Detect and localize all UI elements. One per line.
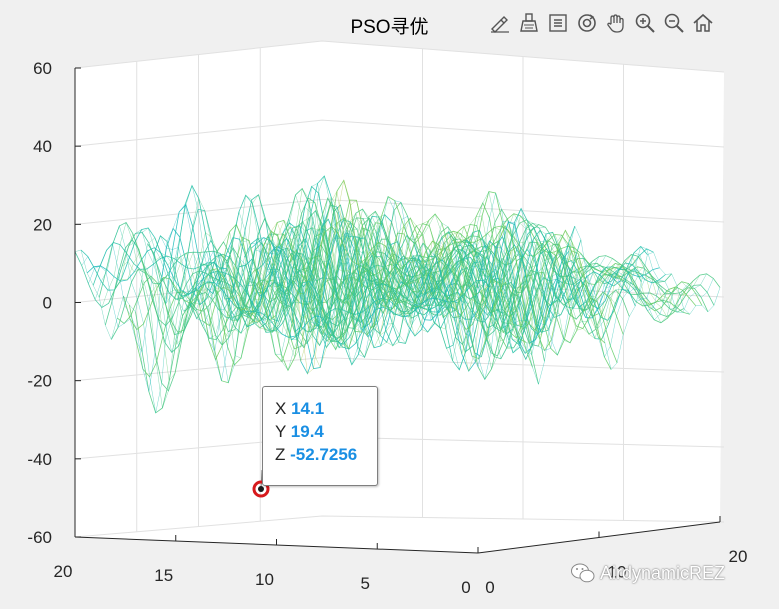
surface-mesh-line xyxy=(323,242,566,339)
surface-mesh-line xyxy=(309,229,553,320)
surface-mesh-line xyxy=(101,193,345,409)
surface-mesh-line xyxy=(390,236,633,363)
surface-mesh xyxy=(74,175,721,414)
surface-mesh-line xyxy=(356,220,600,352)
data-tip[interactable]: X 14.1 Y 19.4 Z -52.7256 xyxy=(262,386,378,486)
surface-mesh-line xyxy=(276,226,519,339)
z-tick-label: 0 xyxy=(43,294,52,313)
y-tick-label: 10 xyxy=(608,563,627,582)
surface-mesh-line xyxy=(189,204,432,349)
surface-mesh-line xyxy=(148,175,392,371)
data-cursor-icon[interactable] xyxy=(515,8,542,38)
surface-mesh-line xyxy=(88,203,331,392)
surface-mesh-line xyxy=(437,242,680,342)
surface-mesh-line xyxy=(168,208,412,336)
surface-mesh-line xyxy=(269,232,513,335)
z-tick-label: 40 xyxy=(33,137,52,156)
datatip-x-value: 14.1 xyxy=(291,399,325,418)
surface-mesh-line xyxy=(457,248,701,358)
surface-mesh-line xyxy=(235,216,479,348)
datatip-leader xyxy=(260,469,263,490)
datatip-y-label: Y xyxy=(275,422,287,441)
y-tick-label: 20 xyxy=(729,547,748,566)
z-grid-line xyxy=(74,40,725,73)
y-tick-label: 0 xyxy=(485,578,494,597)
surface-mesh-line xyxy=(115,202,358,346)
z-tick-label: 20 xyxy=(33,215,52,234)
x-tick-label: 10 xyxy=(255,570,274,589)
x-tick-label: 15 xyxy=(154,566,173,585)
home-icon[interactable] xyxy=(689,8,716,38)
z-grid-line xyxy=(74,198,725,225)
surface-mesh-line xyxy=(477,225,721,386)
axes-toolbar xyxy=(486,8,716,40)
datatip-y-value: 19.4 xyxy=(290,422,324,441)
zoom-out-icon[interactable] xyxy=(660,8,687,38)
z-tick-label: -60 xyxy=(27,528,52,547)
surface-mesh-line xyxy=(296,215,539,344)
surface-mesh-line xyxy=(417,221,660,368)
wechat-icon xyxy=(571,563,595,583)
surface-mesh-line xyxy=(209,214,452,350)
surface-mesh-line xyxy=(424,207,667,381)
brush-edit-icon[interactable] xyxy=(486,8,513,38)
datatip-x-row: X 14.1 xyxy=(275,397,377,420)
watermark-text: AirdynamicREZ xyxy=(600,562,726,583)
datatip-z-label: Z xyxy=(275,445,286,464)
surface-mesh-line xyxy=(377,231,620,355)
surface-mesh-line xyxy=(289,213,532,347)
z-tick-label: -20 xyxy=(27,372,52,391)
pan-hand-icon[interactable] xyxy=(602,8,629,38)
surface-mesh-line xyxy=(370,230,613,333)
zoom-in-icon[interactable] xyxy=(631,8,658,38)
legend-icon[interactable] xyxy=(544,8,571,38)
datatip-z-row: Z -52.7256 xyxy=(275,443,377,466)
rotate-3d-icon[interactable] xyxy=(573,8,600,38)
watermark: AirdynamicREZ xyxy=(570,562,725,584)
z-grid-line xyxy=(74,119,725,148)
surface-mesh-line xyxy=(108,187,351,382)
surface-mesh-line xyxy=(450,241,694,341)
surface-mesh-line xyxy=(464,251,707,360)
datatip-y-row: Y 19.4 xyxy=(275,420,377,443)
surface-mesh-line xyxy=(343,190,586,362)
surface-mesh-line xyxy=(256,215,499,340)
surface-mesh-line xyxy=(249,200,492,358)
surface-mesh-line xyxy=(410,240,654,360)
x-tick-label: 0 xyxy=(461,578,470,597)
z-grid-line xyxy=(74,515,725,538)
surface-mesh-line xyxy=(471,243,714,358)
chart-title: PSO寻优 xyxy=(350,17,429,38)
surface-mesh-line xyxy=(282,217,526,349)
surface-mesh-line xyxy=(444,229,687,345)
minimum-marker-dot xyxy=(258,486,264,492)
surface-mesh-line xyxy=(403,250,647,354)
x-tick-label: 20 xyxy=(54,562,73,581)
minimum-marker[interactable] xyxy=(252,480,270,498)
surface-mesh-line xyxy=(329,231,573,348)
z-tick-label: 60 xyxy=(33,59,52,78)
surface-mesh-line xyxy=(195,227,439,339)
datatip-x-label: X xyxy=(275,399,287,418)
x-tick-label: 5 xyxy=(361,574,370,593)
z-tick-label: -40 xyxy=(27,450,52,469)
floor xyxy=(75,516,720,553)
datatip-z-value: -52.7256 xyxy=(290,445,358,464)
